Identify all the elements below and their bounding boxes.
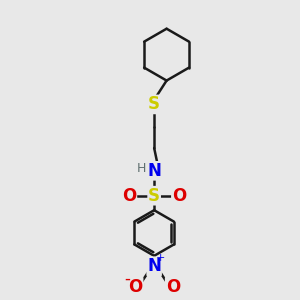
Text: S: S bbox=[148, 95, 160, 113]
Text: O: O bbox=[166, 278, 180, 296]
Text: N: N bbox=[147, 162, 161, 180]
Text: H: H bbox=[136, 162, 146, 175]
Text: N: N bbox=[147, 257, 161, 275]
Text: +: + bbox=[156, 253, 166, 263]
Text: S: S bbox=[148, 187, 160, 205]
Text: O: O bbox=[172, 187, 186, 205]
Text: O: O bbox=[128, 278, 142, 296]
Text: O: O bbox=[122, 187, 136, 205]
Text: -: - bbox=[125, 270, 130, 288]
